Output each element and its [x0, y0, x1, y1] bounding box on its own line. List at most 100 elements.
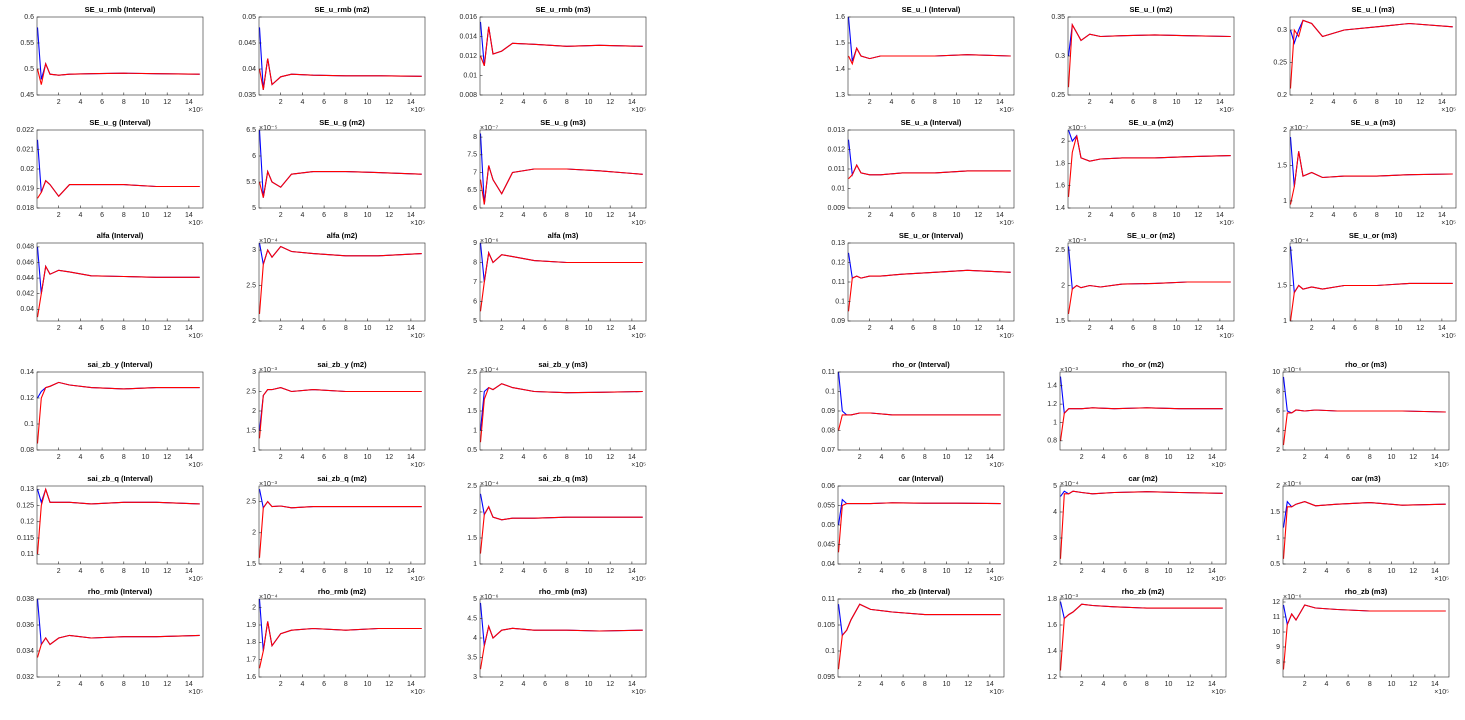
y-tick-label: 2.5: [1055, 247, 1065, 254]
series-line: [258, 169, 422, 198]
x-multiplier: ×10⁵: [631, 220, 646, 227]
plot-area: [1283, 599, 1449, 677]
x-tick-label: 6: [322, 454, 326, 461]
y-multiplier: ×10⁻⁶: [1283, 594, 1302, 601]
x-tick-label: 6: [100, 212, 104, 219]
plot-area: [1060, 599, 1226, 677]
x-tick-label: 6: [543, 325, 547, 332]
x-tick-label: 2: [57, 454, 61, 461]
series-line: [479, 505, 643, 554]
y-tick-label: 1.5: [1055, 318, 1065, 325]
x-tick-label: 4: [78, 568, 82, 575]
y-tick-label: 2: [252, 318, 256, 325]
x-tick-label: 12: [964, 454, 972, 461]
y-tick-label: 1.8: [1047, 596, 1057, 603]
x-tick-label: 6: [1353, 99, 1357, 106]
y-tick-label: 6.5: [246, 127, 256, 134]
chart-title: rho_zb (m3): [1345, 587, 1388, 596]
x-tick-label: 8: [1153, 212, 1157, 219]
x-multiplier: ×10⁵: [1434, 462, 1449, 469]
y-tick-label: 4: [473, 635, 477, 642]
x-tick-label: 14: [407, 212, 415, 219]
y-tick-label: 0.14: [20, 369, 34, 376]
x-tick-label: 8: [122, 212, 126, 219]
y-tick-label: 0.11: [822, 369, 835, 376]
x-tick-label: 10: [943, 454, 951, 461]
y-tick-label: 0.5: [24, 66, 34, 73]
x-tick-label: 10: [364, 325, 372, 332]
x-tick-label: 2: [500, 325, 504, 332]
chart-title: SE_u_g (m3): [540, 118, 586, 127]
axes-box: [1289, 16, 1457, 96]
y-multiplier: ×10⁻⁷: [480, 125, 499, 132]
x-tick-label: 6: [1346, 568, 1350, 575]
x-tick-label: 14: [628, 681, 636, 688]
y-multiplier: ×10⁻⁴: [480, 367, 499, 374]
x-tick-label: 2: [1088, 99, 1092, 106]
x-tick-label: 8: [923, 568, 927, 575]
x-tick-label: 10: [585, 212, 593, 219]
y-tick-label: 2: [1283, 127, 1287, 134]
axes-box: [36, 598, 204, 678]
plot-area: [1068, 17, 1234, 95]
x-tick-label: 8: [923, 454, 927, 461]
y-tick-label: 5: [252, 205, 256, 212]
y-tick-label: 0.45: [20, 92, 34, 99]
y-tick-label: 1: [252, 447, 256, 454]
plot-area: [1290, 17, 1456, 95]
plot-area: [259, 372, 425, 450]
x-tick-label: 6: [100, 325, 104, 332]
x-multiplier: ×10⁵: [410, 576, 425, 583]
y-tick-label: 0.04: [821, 561, 835, 568]
y-tick-label: 0.08: [20, 447, 34, 454]
x-tick-label: 14: [986, 568, 994, 575]
series-line: [1289, 151, 1453, 205]
plot-area: [848, 130, 1014, 208]
x-multiplier: ×10⁵: [631, 107, 646, 114]
y-tick-label: 6: [473, 298, 477, 305]
y-tick-label: 0.1: [825, 388, 835, 395]
x-tick-label: 4: [1109, 212, 1113, 219]
x-tick-label: 12: [1409, 681, 1417, 688]
x-tick-label: 6: [322, 99, 326, 106]
y-tick-label: 1.2: [1047, 401, 1057, 408]
x-tick-label: 8: [933, 99, 937, 106]
x-tick-label: 14: [1431, 568, 1439, 575]
x-tick-label: 12: [385, 454, 393, 461]
series-line: [36, 264, 200, 318]
plot-area: [37, 486, 203, 564]
x-tick-label: 2: [279, 681, 283, 688]
y-tick-label: 1.7: [246, 657, 256, 664]
x-tick-label: 6: [100, 681, 104, 688]
y-tick-label: 0.08: [821, 427, 835, 434]
y-tick-label: 0.011: [828, 166, 845, 173]
x-multiplier: ×10⁵: [989, 576, 1004, 583]
y-tick-label: 1.6: [1047, 622, 1057, 629]
x-tick-label: 2: [500, 454, 504, 461]
y-tick-label: 0.014: [459, 33, 477, 40]
y-tick-label: 0.021: [16, 146, 34, 153]
chart-title: sai_zb_y (m2): [317, 360, 367, 369]
y-tick-label: 1: [1276, 535, 1280, 542]
x-tick-label: 8: [1153, 325, 1157, 332]
x-tick-label: 10: [142, 99, 150, 106]
chart-title: rho_rmb (m2): [318, 587, 367, 596]
series-line: [258, 621, 422, 669]
x-tick-label: 2: [57, 325, 61, 332]
x-tick-label: 8: [923, 681, 927, 688]
y-tick-label: 3: [252, 369, 256, 376]
plot-area: [259, 486, 425, 564]
y-multiplier: ×10⁻⁴: [480, 481, 499, 488]
x-tick-label: 12: [974, 212, 982, 219]
x-tick-label: 14: [628, 325, 636, 332]
series-line: [837, 502, 1001, 553]
x-tick-label: 8: [565, 325, 569, 332]
x-tick-label: 12: [385, 212, 393, 219]
x-tick-label: 8: [1368, 568, 1372, 575]
x-tick-label: 12: [606, 99, 614, 106]
y-tick-label: 1.5: [835, 40, 845, 47]
chart-title: SE_u_g (Interval): [89, 118, 151, 127]
axes-box: [36, 485, 204, 565]
x-tick-label: 4: [879, 454, 883, 461]
x-tick-label: 2: [279, 568, 283, 575]
